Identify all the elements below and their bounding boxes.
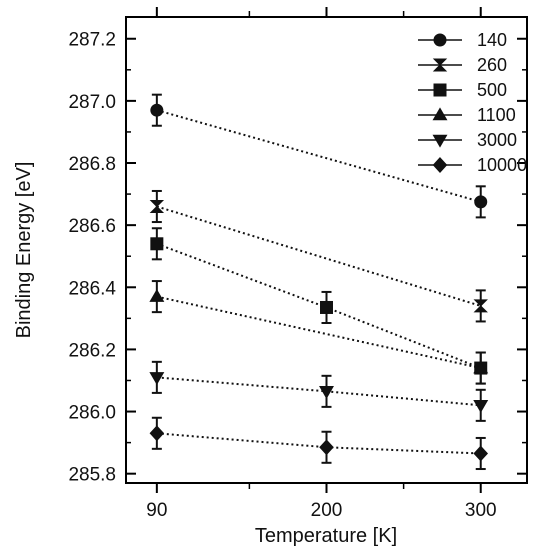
series-line-10000 xyxy=(156,432,481,455)
legend-marker-10000 xyxy=(432,157,448,173)
legend-label: 10000 xyxy=(477,155,527,175)
y-tick-label: 286.6 xyxy=(68,216,116,237)
data-point-260 xyxy=(473,299,488,313)
data-point-500 xyxy=(150,237,164,251)
y-tick-label: 286.4 xyxy=(68,278,116,299)
plot-frame xyxy=(125,16,528,484)
legend: 140 260 500 1100 3000 10000 xyxy=(418,30,527,175)
data-point-10000 xyxy=(149,425,165,442)
data-point-1100 xyxy=(149,289,165,302)
legend-marker-140 xyxy=(433,33,447,47)
data-point-1100 xyxy=(473,360,489,374)
y-tick-label: 287.2 xyxy=(68,30,116,51)
axis-ticks: 285.8 286.0 286.2 286.4 286.6 286.8 287.0 287.2… xyxy=(68,7,527,521)
series-line-140 xyxy=(156,109,482,203)
legend-marker-260 xyxy=(432,58,448,72)
data-point-3000 xyxy=(473,400,489,413)
y-tick-label: 286.0 xyxy=(68,403,116,424)
x-tick-label: 200 xyxy=(311,500,343,521)
data-point-3000 xyxy=(149,372,165,385)
data-point-500 xyxy=(320,300,333,314)
error-bars xyxy=(151,93,486,471)
legend-label: 1100 xyxy=(477,105,516,125)
series-lines xyxy=(156,109,482,455)
series-line-260 xyxy=(156,205,482,307)
data-point-260 xyxy=(149,200,165,214)
y-tick-label: 285.8 xyxy=(68,465,116,486)
legend-label: 260 xyxy=(477,55,507,75)
series-line-3000 xyxy=(156,376,481,407)
legend-marker-3000 xyxy=(432,134,448,148)
legend-label: 500 xyxy=(477,80,507,100)
data-point-10000 xyxy=(319,439,334,456)
x-tick-label: 300 xyxy=(465,500,497,521)
legend-label: 3000 xyxy=(477,130,517,150)
x-tick-label: 90 xyxy=(146,500,167,521)
y-tick-label: 287.0 xyxy=(68,92,116,113)
y-axis-label: Binding Energy [eV] xyxy=(13,162,35,339)
data-point-140 xyxy=(150,103,164,117)
data-point-10000 xyxy=(473,445,489,462)
y-tick-label: 286.8 xyxy=(68,154,116,175)
data-point-140 xyxy=(474,195,488,209)
legend-marker-500 xyxy=(433,83,447,97)
y-tick-label: 286.2 xyxy=(68,340,116,361)
legend-marker-1100 xyxy=(432,107,448,121)
series-line-500 xyxy=(156,242,482,369)
data-points xyxy=(149,103,489,462)
data-point-3000 xyxy=(319,386,334,399)
series-line-1100 xyxy=(156,295,481,370)
x-axis-label: Temperature [K] xyxy=(255,525,397,547)
legend-label: 140 xyxy=(477,30,507,50)
